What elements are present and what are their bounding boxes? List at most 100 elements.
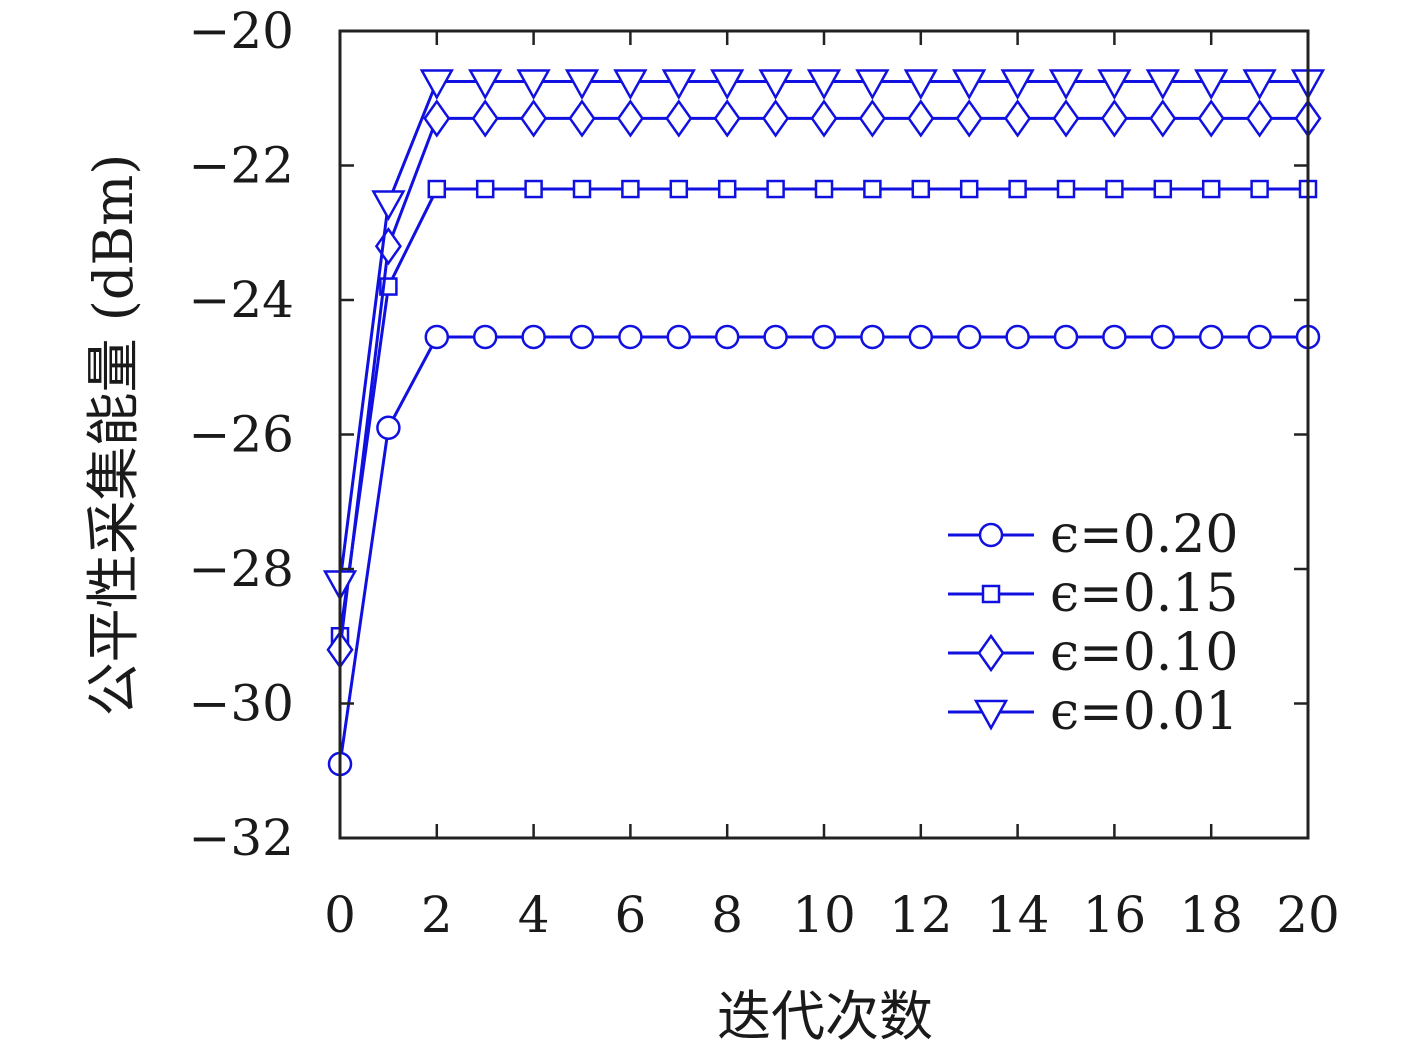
x-tick-label: 12	[889, 886, 953, 944]
x-axis-title: 迭代次数	[717, 985, 933, 1048]
data-point	[1102, 324, 1127, 350]
data-point	[1149, 99, 1177, 138]
data-point	[521, 324, 546, 350]
data-point	[1100, 99, 1128, 138]
y-tick-label: −32	[188, 809, 294, 867]
data-point	[763, 324, 788, 350]
legend-entry: ϵ=0.10	[948, 623, 1238, 683]
legend-entry: ϵ=0.15	[948, 564, 1238, 624]
data-point	[713, 99, 741, 138]
legend-label: ϵ=0.15	[1050, 564, 1238, 624]
data-point	[1198, 324, 1224, 350]
x-tick-label: 6	[614, 886, 646, 944]
x-tick-label: 4	[518, 886, 550, 944]
legend-entry: ϵ=0.01	[948, 682, 1238, 742]
legend-marker	[973, 699, 1009, 731]
y-tick-label: −22	[188, 137, 294, 195]
legend: ϵ=0.20ϵ=0.15ϵ=0.10ϵ=0.01	[948, 505, 1238, 742]
data-point	[766, 179, 785, 199]
data-point	[1242, 69, 1277, 101]
data-point	[423, 99, 451, 138]
data-point	[959, 179, 979, 199]
legend-label: ϵ=0.10	[1050, 623, 1238, 683]
data-point	[666, 324, 692, 350]
legend-label: ϵ=0.20	[1050, 505, 1238, 565]
data-point	[714, 324, 740, 350]
data-point	[1052, 99, 1080, 138]
data-point	[564, 69, 600, 101]
data-point	[717, 179, 737, 199]
data-point	[572, 179, 592, 199]
data-point	[616, 99, 644, 138]
data-point	[424, 324, 450, 350]
data-point	[855, 69, 890, 101]
data-point	[1000, 69, 1035, 101]
legend-marker	[978, 522, 1004, 548]
data-point	[427, 179, 447, 199]
data-point	[1097, 69, 1132, 101]
y-tick-label: −28	[188, 540, 294, 598]
data-point	[613, 69, 648, 101]
data-point	[468, 69, 503, 101]
data-point	[374, 227, 402, 266]
legend-marker	[977, 633, 1005, 673]
axes-layer: 0 2 4 6 8 10 12 14 16 18 20 −20 −22 −24 −26 −28 −30 −32	[188, 2, 1339, 944]
data-point	[1145, 69, 1180, 101]
data-point	[1150, 324, 1176, 350]
data-point	[907, 99, 935, 138]
data-point	[1004, 99, 1032, 138]
data-point	[1246, 99, 1274, 138]
x-tick-label: 16	[1083, 886, 1147, 944]
data-point	[1201, 179, 1221, 199]
data-point	[661, 69, 696, 101]
legend-entry: ϵ=0.20	[948, 505, 1238, 565]
data-point	[863, 179, 882, 199]
data-point	[475, 179, 495, 199]
data-point	[516, 69, 551, 101]
data-point	[710, 69, 745, 101]
series-diamond	[326, 99, 1322, 669]
data-point	[911, 179, 931, 199]
data-point	[568, 99, 596, 138]
legend-label: ϵ=0.01	[1050, 682, 1238, 742]
x-tick-label: 10	[792, 886, 856, 944]
data-point	[471, 99, 499, 138]
data-point	[371, 190, 406, 222]
x-tick-label: 20	[1276, 886, 1340, 944]
data-point	[903, 69, 938, 101]
legend-marker	[981, 584, 1001, 604]
data-point	[952, 69, 987, 101]
data-point	[908, 324, 934, 350]
data-point	[762, 99, 790, 138]
data-point	[1053, 324, 1079, 350]
series-layer	[322, 69, 1326, 777]
series-square	[330, 179, 1318, 646]
data-point	[1008, 179, 1027, 199]
data-point	[1056, 179, 1076, 199]
data-point	[1194, 69, 1229, 101]
data-point	[520, 99, 548, 138]
x-tick-label: 18	[1179, 886, 1243, 944]
data-point	[621, 179, 640, 199]
data-point	[419, 69, 454, 101]
y-tick-label: −26	[188, 406, 294, 464]
data-point	[669, 179, 689, 199]
x-tick-label: 8	[711, 886, 743, 944]
data-point	[955, 99, 983, 138]
data-point	[860, 324, 885, 350]
data-point	[1197, 99, 1225, 138]
data-point	[376, 415, 401, 441]
data-point	[1005, 324, 1030, 350]
data-point	[1250, 179, 1269, 199]
data-point	[1105, 179, 1124, 199]
x-tick-label: 2	[421, 886, 453, 944]
data-point	[956, 324, 982, 350]
data-point	[569, 324, 595, 350]
data-point	[1153, 179, 1173, 199]
data-point	[811, 324, 837, 350]
x-tick-label: 14	[986, 886, 1050, 944]
y-tick-label: −20	[188, 2, 294, 60]
